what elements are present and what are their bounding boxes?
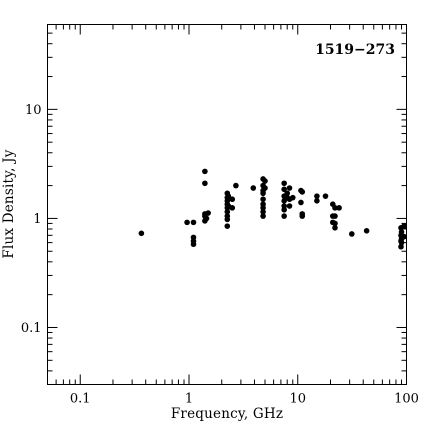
y-axis-label: Flux Density, Jy — [1, 149, 17, 258]
data-point — [332, 220, 338, 227]
plot-frame — [47, 24, 407, 385]
data-point — [224, 216, 231, 223]
data-point — [299, 213, 306, 219]
data-point — [260, 205, 266, 211]
data-point — [398, 239, 405, 246]
data-point — [298, 199, 304, 206]
data-point — [281, 186, 287, 193]
y-tick-label: 0.1 — [21, 321, 42, 336]
data-point — [260, 209, 266, 215]
data-point — [262, 178, 268, 184]
data-point — [260, 196, 266, 203]
data-point — [229, 205, 236, 211]
data-point — [260, 213, 266, 219]
data-point — [229, 196, 236, 203]
x-tick-label: 10 — [289, 392, 306, 407]
data-point — [260, 190, 266, 197]
data-point — [190, 219, 197, 226]
data-point — [398, 243, 404, 250]
data-point — [203, 215, 210, 222]
data-point — [262, 185, 268, 191]
data-point — [398, 229, 405, 235]
data-point — [281, 213, 287, 219]
data-point — [281, 206, 287, 213]
x-tick-label: 0.1 — [70, 392, 91, 407]
tick-labels: 0.1 1 10 100 0.1 1 10 — [21, 103, 419, 407]
data-point — [233, 182, 239, 189]
data-point — [314, 193, 320, 199]
data-point — [314, 198, 320, 204]
x-tick-label: 100 — [394, 392, 419, 407]
data-point — [322, 193, 329, 199]
data-point — [190, 234, 197, 241]
data-point — [363, 227, 370, 234]
data-point — [284, 190, 291, 197]
data-point — [202, 180, 208, 187]
data-point — [138, 230, 145, 237]
data-point — [289, 194, 296, 201]
y-tick-label: 1 — [33, 212, 41, 227]
data-point — [348, 231, 355, 237]
data-point — [299, 189, 306, 195]
axis-ticks — [47, 24, 407, 385]
x-tick-label: 1 — [185, 392, 193, 407]
data-point — [332, 213, 338, 219]
y-tick-label: 10 — [25, 103, 42, 118]
data-point — [332, 205, 338, 211]
data-point — [205, 210, 211, 216]
data-point — [336, 205, 342, 211]
data-point — [225, 193, 232, 199]
data-point — [184, 219, 190, 226]
data-point — [190, 241, 197, 248]
data-point — [401, 223, 407, 229]
data-point — [286, 203, 293, 209]
data-points — [138, 168, 407, 250]
data-point — [281, 180, 287, 187]
data-point — [202, 168, 208, 175]
data-point — [401, 233, 407, 240]
data-point — [224, 209, 231, 215]
chart-title: 1519−273 — [315, 42, 395, 58]
data-point — [286, 185, 293, 191]
data-point — [224, 223, 231, 229]
x-axis-label: Frequency, GHz — [171, 406, 283, 422]
data-point — [250, 185, 257, 191]
data-point — [332, 225, 338, 231]
